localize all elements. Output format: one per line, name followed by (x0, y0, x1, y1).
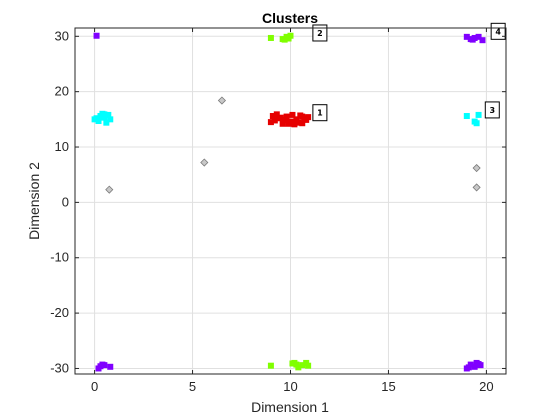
cluster-1-point (305, 114, 312, 121)
chart-title: Clusters (262, 10, 318, 26)
noise-points (105, 96, 481, 194)
cluster-4-point (101, 362, 108, 369)
cluster-1-point (271, 117, 278, 124)
cluster-labels: 1 2 3 4 (312, 22, 506, 122)
y-axis-label: Dimension 2 (26, 162, 42, 240)
cluster-2-point (285, 35, 292, 42)
cluster-2-point (267, 362, 274, 369)
cluster-4-point (465, 364, 472, 371)
cluster-1-point (295, 119, 302, 126)
cluster-4-point (475, 361, 482, 368)
axes (74, 27, 507, 375)
cluster-3-point (103, 119, 110, 126)
cluster-3-point (107, 116, 114, 123)
x-tick-label: 5 (189, 379, 196, 394)
cluster-3-point (473, 120, 480, 127)
cluster-4-point (471, 363, 478, 370)
cluster-4-point (469, 36, 476, 43)
noise-point (472, 183, 481, 192)
cluster-1-point (291, 121, 298, 128)
cluster-label-text: 3 (489, 106, 495, 115)
cluster-3-point (105, 111, 112, 118)
cluster-2-point (291, 359, 298, 366)
cluster-4-point (475, 33, 482, 40)
cluster-label-box (312, 24, 328, 42)
noise-point (472, 163, 481, 173)
cluster-1-point (269, 113, 276, 120)
noise-point (200, 158, 209, 167)
y-tick-label: 20 (55, 84, 69, 99)
cluster-1-point (285, 120, 292, 127)
y-tick-label: -20 (50, 305, 69, 320)
cluster-4-point (479, 37, 486, 44)
noise-point (217, 96, 226, 105)
cluster-3-point (101, 111, 108, 118)
cluster-1-point (283, 113, 290, 120)
cluster-1-point (281, 116, 288, 123)
cluster-1-point (289, 111, 296, 118)
y-tick-label: 30 (55, 28, 69, 43)
cluster-3-point (101, 114, 108, 121)
cluster-4-point (463, 33, 470, 40)
noise-point (105, 185, 114, 194)
tick-labels: 0 5 10 15 20 -30 -20 -10 0 10 20 30 (50, 28, 493, 394)
cluster-2-point (305, 362, 312, 369)
cluster-label-box (490, 22, 506, 40)
x-tick-label: 10 (283, 379, 297, 394)
x-tick-label: 15 (381, 379, 395, 394)
cluster-2-point (267, 34, 274, 41)
cluster-label-text: 2 (317, 29, 323, 38)
cluster-2-point (295, 364, 302, 371)
y-tick-label: 10 (55, 139, 69, 154)
cluster-label-box (312, 104, 328, 122)
grid (75, 28, 506, 374)
x-tick-label: 0 (91, 379, 98, 394)
cluster-label-text: 1 (317, 109, 323, 118)
cluster-3-point (93, 115, 100, 122)
cluster-1-point (277, 114, 284, 121)
cluster-4-point (93, 32, 100, 39)
cluster-1-point (279, 120, 286, 127)
cluster-1-point (273, 111, 280, 118)
cluster-1-point (293, 116, 300, 123)
cluster-2-point (299, 362, 306, 369)
cluster-label-text: 4 (495, 27, 501, 36)
cluster-2-point (281, 36, 288, 43)
cluster-1-point (299, 113, 306, 120)
cluster-3-point (463, 113, 470, 120)
x-tick-label: 20 (479, 379, 493, 394)
cluster-4-point (107, 363, 114, 370)
y-tick-label: 0 (62, 194, 69, 209)
cluster-points (91, 32, 486, 372)
x-axis-label: Dimension 1 (251, 399, 329, 415)
cluster-1-point (267, 119, 274, 126)
y-tick-label: -30 (50, 360, 69, 375)
cluster-3-point (475, 111, 482, 118)
y-tick-label: -10 (50, 250, 69, 265)
cluster-label-box (484, 101, 500, 119)
cluster-1-point (299, 120, 306, 127)
